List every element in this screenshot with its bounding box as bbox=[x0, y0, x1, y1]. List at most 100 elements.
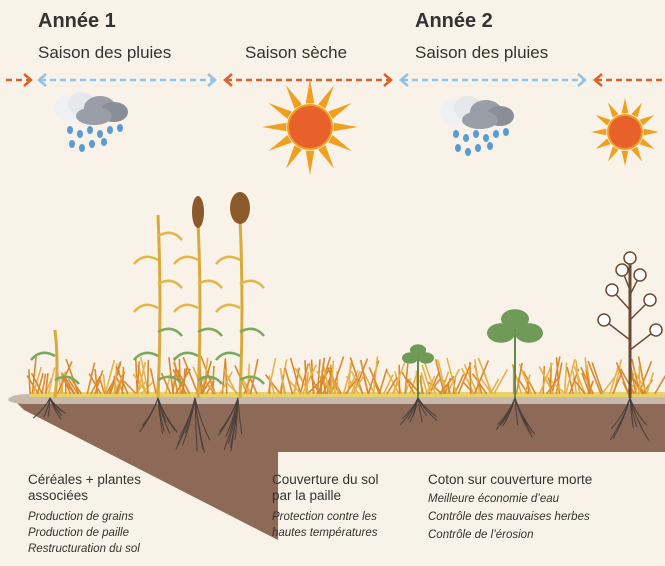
straw-blade bbox=[566, 367, 575, 395]
root bbox=[514, 397, 529, 426]
leaf bbox=[239, 375, 265, 385]
rain-drop bbox=[473, 130, 479, 138]
straw-blade bbox=[264, 374, 282, 395]
straw-blade bbox=[172, 357, 183, 395]
panel-title: Coton sur couverture morte bbox=[428, 472, 592, 487]
straw-blade bbox=[438, 375, 455, 395]
rain-drop bbox=[503, 128, 509, 136]
cotton-boll bbox=[633, 268, 647, 282]
straw-blade bbox=[136, 361, 147, 395]
rain-drop bbox=[107, 126, 113, 134]
leaf bbox=[215, 351, 241, 361]
leaf bbox=[239, 279, 265, 289]
sun-ray bbox=[639, 138, 655, 149]
arrow-head bbox=[383, 73, 393, 87]
cotton-boll bbox=[623, 251, 637, 265]
straw-blade bbox=[67, 378, 79, 395]
sun-ray bbox=[318, 145, 334, 169]
panel-title: Céréales + plantes bbox=[28, 472, 141, 487]
straw-blade bbox=[94, 369, 99, 395]
stalk bbox=[196, 221, 202, 399]
straw-blade bbox=[121, 366, 125, 395]
grain-head bbox=[192, 196, 204, 228]
straw-blade bbox=[518, 363, 533, 395]
straw-blade bbox=[160, 372, 172, 395]
straw-blade bbox=[442, 381, 453, 395]
straw-layer bbox=[30, 392, 665, 397]
straw-blade bbox=[65, 358, 80, 395]
sun-ray bbox=[328, 103, 352, 119]
stalk bbox=[53, 329, 59, 399]
root bbox=[495, 397, 516, 431]
straw-blade bbox=[638, 365, 641, 395]
leaf bbox=[157, 231, 183, 241]
panel-title: associées bbox=[28, 488, 88, 503]
straw-blade bbox=[114, 371, 126, 395]
panel-note: Restructuration du sol bbox=[28, 543, 140, 555]
sun-ray bbox=[621, 150, 629, 166]
straw-blade bbox=[349, 357, 364, 395]
straw-blade bbox=[223, 368, 238, 395]
straw-blade bbox=[47, 367, 56, 395]
root bbox=[417, 397, 437, 418]
straw-blade bbox=[601, 376, 616, 395]
straw-blade bbox=[318, 357, 326, 395]
straw-blade bbox=[474, 359, 481, 395]
cotton-boll bbox=[649, 323, 663, 337]
leaf bbox=[418, 352, 434, 364]
leaf bbox=[487, 323, 515, 343]
leaf bbox=[30, 351, 56, 361]
straw-blade bbox=[336, 371, 339, 395]
straw-blade bbox=[447, 381, 450, 395]
panel-note: Contrôle de l’érosion bbox=[428, 529, 533, 541]
arrow-head bbox=[23, 73, 33, 87]
leaf bbox=[54, 375, 80, 385]
season-label: Saison des pluies bbox=[38, 43, 171, 62]
straw-blade bbox=[359, 359, 369, 395]
straw-blade bbox=[41, 373, 47, 395]
leaf bbox=[501, 309, 529, 329]
straw-blade bbox=[572, 371, 578, 395]
straw-blade bbox=[585, 369, 592, 395]
straw-blade bbox=[635, 379, 638, 395]
leaf bbox=[410, 344, 426, 356]
leaf bbox=[133, 351, 159, 361]
arrow-head bbox=[399, 73, 409, 87]
rain-drop bbox=[483, 134, 489, 142]
leaf bbox=[157, 375, 183, 385]
straw-blade bbox=[292, 381, 297, 395]
panel-note: Meilleure économie d’eau bbox=[428, 493, 560, 505]
root bbox=[194, 397, 211, 441]
panel-note: Contrôle des mauvaises herbes bbox=[428, 511, 590, 523]
straw-blade bbox=[550, 380, 566, 395]
leaf bbox=[197, 375, 223, 385]
straw-blade bbox=[469, 362, 472, 395]
arrow-head bbox=[207, 73, 217, 87]
season-label: Saison sèche bbox=[245, 43, 347, 62]
sun-ray bbox=[305, 150, 315, 175]
sun-ray bbox=[621, 98, 629, 114]
straw-blade bbox=[538, 362, 554, 395]
year-label: Année 2 bbox=[415, 10, 493, 32]
straw-blade bbox=[446, 357, 458, 395]
straw-blade bbox=[31, 356, 37, 395]
straw-blade bbox=[542, 365, 546, 395]
straw-blade bbox=[522, 370, 537, 395]
root bbox=[43, 397, 51, 417]
straw-blade bbox=[546, 375, 561, 395]
cotton-boll bbox=[597, 313, 611, 327]
straw-blade bbox=[587, 380, 595, 395]
leaf bbox=[515, 323, 543, 343]
sun bbox=[287, 104, 333, 150]
roots bbox=[32, 397, 650, 453]
straw-blade bbox=[563, 362, 568, 395]
cloud bbox=[76, 107, 112, 125]
straw-blade bbox=[172, 362, 187, 395]
straw-blade bbox=[527, 381, 530, 395]
straw-blade bbox=[182, 356, 199, 395]
straw-blade bbox=[350, 370, 361, 395]
stalk bbox=[238, 217, 244, 399]
straw-blade bbox=[180, 367, 188, 395]
sun-ray bbox=[268, 103, 292, 119]
